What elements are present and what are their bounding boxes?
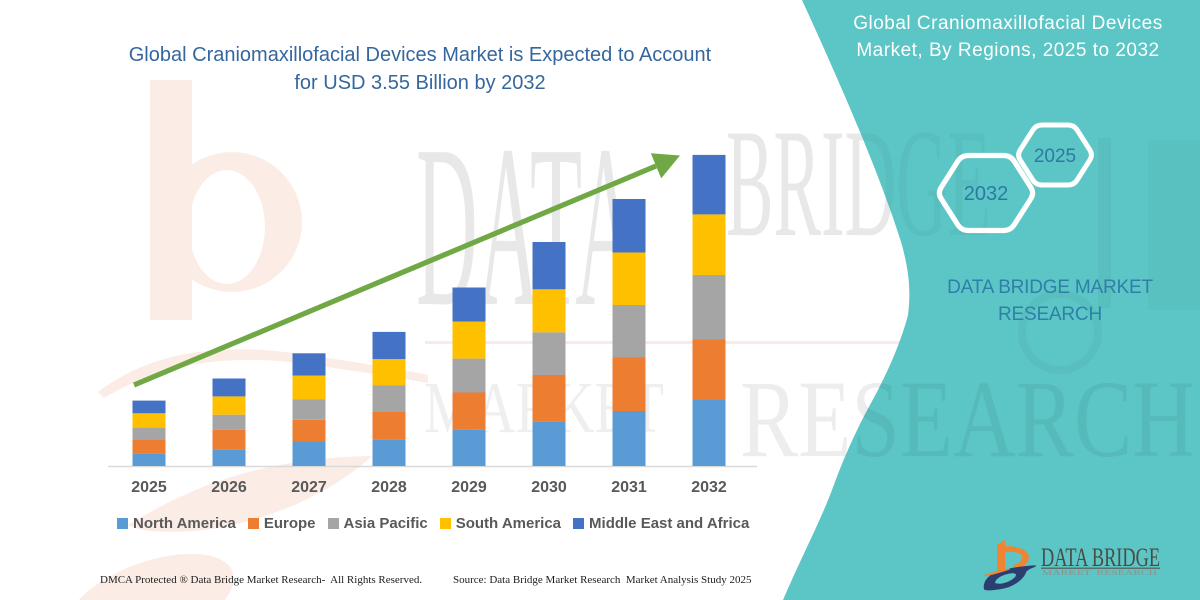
- svg-text:MARKET RESEARCH: MARKET RESEARCH: [1042, 568, 1158, 577]
- svg-text:2025: 2025: [1034, 146, 1076, 167]
- svg-text:2032: 2032: [964, 183, 1009, 205]
- svg-text:DATA BRIDGE: DATA BRIDGE: [1041, 543, 1160, 572]
